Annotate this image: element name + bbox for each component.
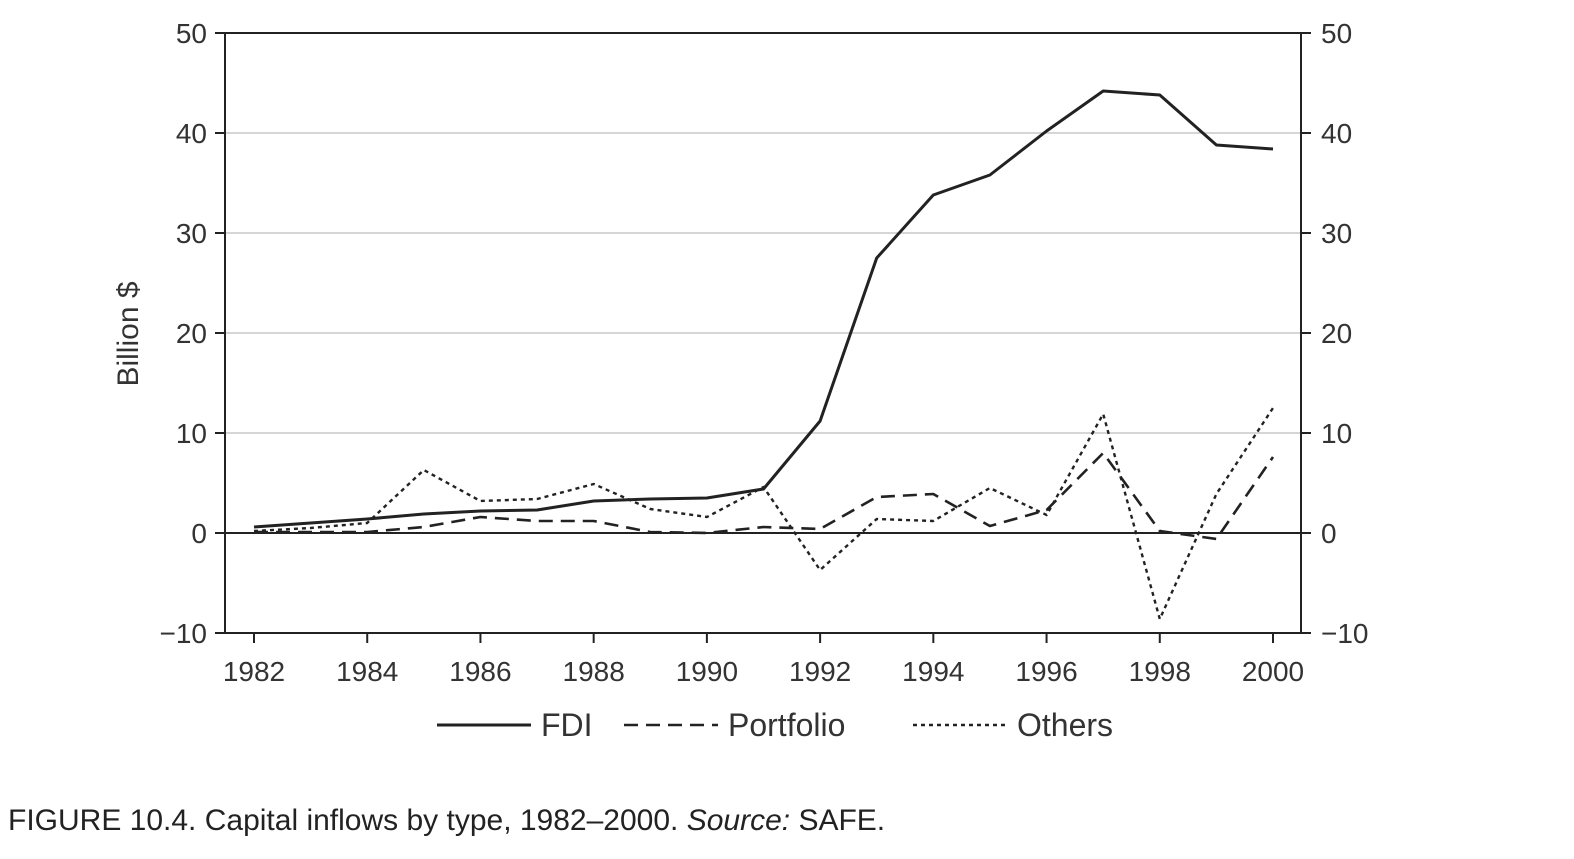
y-tick-label: −10 (160, 618, 208, 649)
x-tick-label: 1994 (902, 656, 964, 687)
x-tick-label: 1990 (676, 656, 738, 687)
x-tick-label: 1982 (223, 656, 285, 687)
y-right-tick-label: −10 (1321, 618, 1369, 649)
x-axis: 1982 1984 1986 1988 1990 1992 1994 1996 1998 2000 (223, 633, 1304, 687)
y-right-tick-label: 30 (1321, 218, 1352, 249)
series-line-others (253, 407, 1275, 621)
x-tick-label: 1998 (1129, 656, 1191, 687)
figure-caption: FIGURE 10.4. Capital inflows by type, 19… (8, 804, 885, 838)
y-tick-label: 50 (176, 18, 207, 49)
legend-label-fdi: FDI (541, 707, 593, 743)
y-tick-label: 30 (176, 218, 207, 249)
chart-area: 50 40 30 20 10 0 −10 50 40 30 20 10 0 −10 1982 1984 19… (112, 18, 1369, 743)
y-right-tick-label: 10 (1321, 418, 1352, 449)
y-tick-label: 0 (191, 518, 207, 549)
x-tick-label: 1986 (449, 656, 511, 687)
y-tick-label: 10 (176, 418, 207, 449)
y-axis-right: 50 40 30 20 10 0 −10 (1301, 18, 1369, 649)
x-tick-label: 1996 (1015, 656, 1077, 687)
legend-label-portfolio: Portfolio (728, 707, 845, 743)
y-axis-title: Billion $ (112, 281, 145, 386)
caption-source-label: Source: (686, 804, 791, 837)
y-right-tick-label: 50 (1321, 18, 1352, 49)
caption-source-value: SAFE. (790, 804, 886, 837)
y-right-tick-label: 0 (1321, 518, 1337, 549)
series-line-fdi (253, 89, 1274, 529)
series-lines (253, 89, 1275, 621)
x-tick-label: 1992 (789, 656, 851, 687)
legend-label-others: Others (1017, 707, 1113, 743)
y-right-tick-label: 20 (1321, 318, 1352, 349)
x-tick-label: 2000 (1242, 656, 1304, 687)
x-tick-label: 1984 (336, 656, 398, 687)
series-line-portfolio (254, 451, 1275, 541)
y-axis-left: 50 40 30 20 10 0 −10 (160, 18, 225, 649)
y-tick-label: 20 (176, 318, 207, 349)
legend: FDI Portfolio Others (437, 707, 1113, 743)
gridlines (225, 132, 1301, 434)
y-right-tick-label: 40 (1321, 118, 1352, 149)
y-tick-label: 40 (176, 118, 207, 149)
x-tick-label: 1988 (563, 656, 625, 687)
caption-main: FIGURE 10.4. Capital inflows by type, 19… (8, 804, 687, 837)
